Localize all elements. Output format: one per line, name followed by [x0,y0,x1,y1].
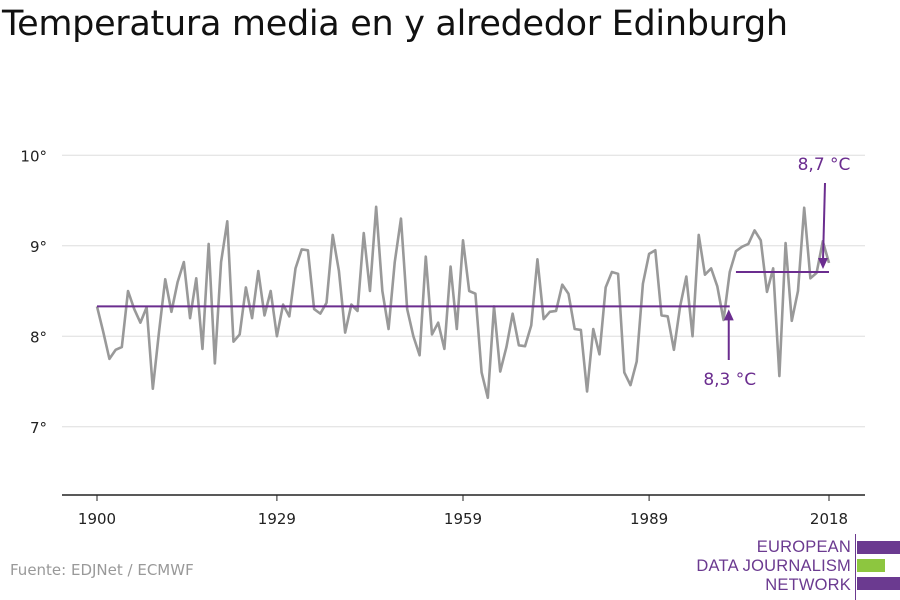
edjnet-logo[interactable]: EUROPEAN DATA JOURNALISM NETWORK [696,534,900,600]
logo-line-3: NETWORK [765,576,851,594]
y-tick-label: 7° [30,419,47,437]
logo-line-1: EUROPEAN [756,538,851,556]
chart-title: Temperatura media en y alrededor Edinbur… [2,4,788,44]
logo-divider [855,534,856,600]
x-tick-label: 2018 [810,510,848,528]
logo-bar-bottom [857,577,900,590]
annotation-label: 8,7 °C [798,155,851,175]
annotation-layer: 8,3 °C 8,7 °C [97,155,850,390]
y-tick-label: 8° [30,328,47,346]
x-tick-label: 1900 [78,510,116,528]
x-tick-label: 1929 [258,510,296,528]
logo-line-2: DATA JOURNALISM [696,557,851,575]
axis-layer: 7° 8° 9° 10° 1900 1929 1959 1989 2018 [20,147,865,528]
annotation-arrow-shaft [822,182,826,261]
annotation-arrowhead [723,309,734,321]
annotation-arrowhead [818,257,828,269]
temperature-series-line [95,205,831,400]
series-layer [95,205,831,400]
logo-bar-middle [857,559,885,572]
source-note: Fuente: EDJNet / ECMWF [10,561,194,579]
logo-bar-top [857,541,900,554]
x-tick-label: 1959 [444,510,482,528]
annotation-label: 8,3 °C [703,370,756,390]
y-tick-label: 9° [30,238,47,256]
y-tick-label: 10° [20,147,47,165]
x-tick-label: 1989 [630,510,668,528]
